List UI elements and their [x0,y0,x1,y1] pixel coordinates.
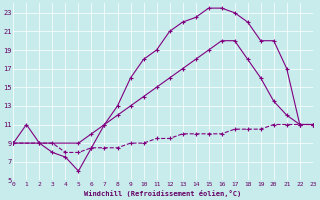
X-axis label: Windchill (Refroidissement éolien,°C): Windchill (Refroidissement éolien,°C) [84,190,242,197]
